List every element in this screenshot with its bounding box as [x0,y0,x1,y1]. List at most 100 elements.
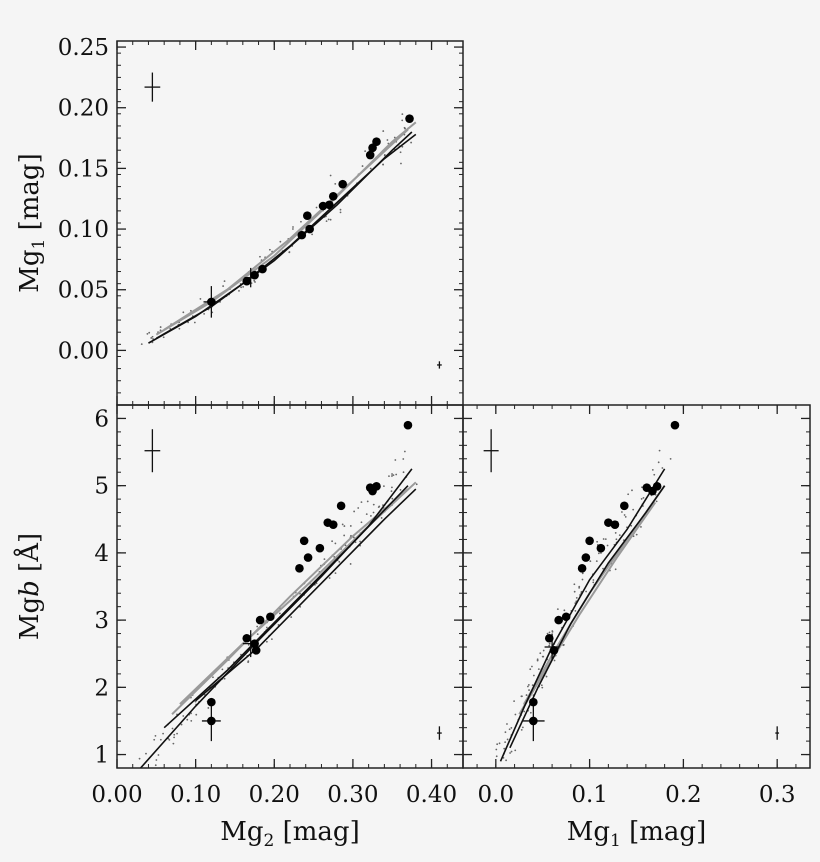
data-point [670,420,680,430]
scatter-dot [400,162,402,165]
scatter-dot [172,742,175,745]
panel-mg1-vs-mg2: 0.25 0.20 0.15 0.10 0.05 0.00 Mg1 [mag] [15,35,464,406]
scatter-dot [162,732,164,735]
scatter-dot [334,182,337,185]
y-tick-label: 0.05 [58,278,109,304]
scatter-dot [581,572,584,575]
scatter-dot [182,715,185,717]
model-curve-black [195,488,417,702]
scatter-dot [339,208,342,211]
y-tick-label: 3 [94,608,109,634]
scatter-dot [341,523,344,526]
scatter-dot [527,684,530,686]
scatter-dot [151,335,154,338]
scatter-dot [523,710,526,713]
scatter-dot [536,659,539,662]
scatter-dot [606,544,609,547]
model-curve-grey [155,121,417,336]
scatter-dot [506,723,508,725]
scatter-dot [386,139,389,141]
scatter-dot [531,684,534,687]
scatter-dot [193,321,196,324]
scatter-dot [393,136,396,139]
data-point [365,150,375,160]
scatter-dot [553,659,556,662]
y-tick-label: 2 [94,675,109,701]
data-point [585,536,594,546]
scatter-dot [242,285,245,288]
x-tick-label: 0.0 [478,782,515,808]
scatter-dot [604,538,607,541]
scatter-dot [186,718,189,721]
scatter-dot [168,738,171,741]
scatter-dot [520,729,523,731]
scatter-dot [212,676,214,679]
scatter-dot [300,220,302,223]
scatter-dot [498,742,501,745]
scatter-dot [402,458,405,460]
panel-frame [462,404,811,769]
data-point [529,716,538,726]
scatter-dot [575,596,578,599]
y-tick-label: 0.20 [58,96,109,122]
y-tick-label: 4 [94,541,109,567]
scatter-dot [253,279,256,282]
scatter-dot [651,468,654,471]
data-point [338,179,347,189]
scatter-dot [404,127,406,130]
data-point [403,420,413,430]
scatter-dot [395,473,398,476]
scatter-dot [360,501,363,504]
scatter-dot [155,759,158,761]
data-point [258,264,267,274]
scatter-dot [222,285,225,287]
scatter-dot [618,534,621,537]
scatter-dot [399,488,402,491]
scatter-dot [509,752,511,754]
scatter-dot [207,707,210,709]
scatter-dot [621,511,623,513]
scatter-dot [223,677,226,680]
model-curve-grey [163,128,409,331]
scatter-dot [655,500,658,503]
scatter-dot [503,747,506,750]
x-tick-label: 0.20 [249,782,300,808]
scatter-dot [528,689,530,691]
data-point [266,612,275,622]
model-curve-black [155,131,413,339]
scatter-dot [504,731,507,734]
scatter-dot [378,505,381,508]
scatter-dot [548,642,551,645]
scatter-dot [585,590,588,593]
scatter-dot [140,343,143,345]
scatter-dot [360,521,363,524]
scatter-dot [343,534,346,537]
y-tick-label: 0.15 [58,156,109,182]
scatter-dot [615,538,618,541]
scatter-dot [328,577,331,579]
scatter-dot [542,655,545,658]
scatter-dot [182,311,185,314]
plot-area [483,420,780,762]
scatter-dot [223,280,226,283]
scatter-dot [372,511,375,514]
scatter-dot [203,313,206,315]
scatter-dot [661,467,664,469]
x-tick-label: 0.00 [91,782,142,808]
scatter-dot [495,748,498,751]
model-curve-black [499,468,666,762]
data-point [250,639,259,648]
data-point [336,501,346,511]
model-curve-black [139,468,413,768]
data-point [372,482,381,491]
scatter-dot [388,475,390,477]
scatter-dot [402,471,405,474]
scatter-dot [506,738,509,741]
model-curve-grey [171,488,409,715]
scatter-dot [361,165,364,167]
scatter-dot [391,486,393,489]
scatter-dot [642,496,645,499]
scatter-dot [581,578,584,581]
scatter-dot [265,626,268,629]
data-point [581,553,591,562]
